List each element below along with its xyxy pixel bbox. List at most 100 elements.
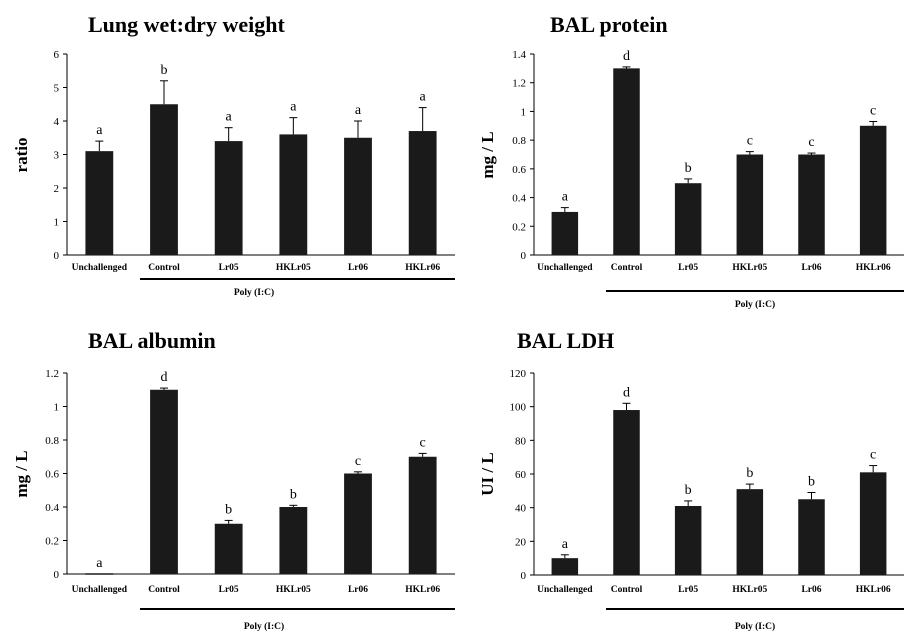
significance-letter: d [623, 49, 630, 64]
significance-letter: c [808, 135, 814, 150]
category-label: HKLr06 [856, 263, 891, 273]
category-label: HKLr06 [856, 585, 891, 595]
category-label: HKLr05 [276, 263, 311, 273]
category-label: Lr05 [219, 585, 239, 595]
y-tick-label: 40 [515, 503, 527, 515]
category-label: Lr05 [219, 263, 239, 273]
chart-panel-4: BAL LDH UI / L 0 20 40 60 80 100 120 a Unchallenge… [478, 328, 904, 632]
bar-lr06 [798, 499, 825, 575]
y-tick-label: 1 [54, 217, 60, 229]
bar-hklr06 [408, 131, 437, 255]
category-label: Control [148, 263, 180, 273]
group-label: Poly (I:C) [735, 299, 775, 310]
chart-title: BAL LDH [517, 328, 614, 353]
y-tick-label: 6 [54, 49, 60, 61]
significance-letter: b [808, 475, 815, 490]
significance-letter: a [562, 190, 569, 205]
bar-hklr06 [859, 125, 887, 256]
category-label: Unchallenged [537, 585, 593, 595]
y-tick-label: 100 [510, 402, 527, 414]
y-axis-label: UI / L [478, 452, 497, 495]
bar-lr05 [214, 523, 243, 574]
bar-lr05 [214, 141, 243, 255]
chart-panel-1: Lung wet:dry weight ratio 0 1 2 3 4 5 6 a Unchalle… [12, 12, 455, 298]
y-tick-label: 0 [54, 250, 60, 262]
category-label: HKLr06 [405, 585, 440, 595]
y-tick-label: 4 [54, 116, 60, 128]
category-label: HKLr05 [732, 263, 767, 273]
significance-letter: a [226, 110, 233, 125]
significance-letter: b [746, 466, 753, 481]
y-axis-label: mg / L [478, 131, 497, 178]
significance-letter: b [685, 161, 692, 176]
bar-hklr06 [408, 456, 437, 574]
significance-letter: c [355, 454, 361, 469]
y-tick-label: 0.6 [45, 469, 59, 481]
significance-letter: a [290, 100, 297, 115]
category-label: Unchallenged [72, 263, 128, 273]
chart-title: BAL albumin [88, 328, 216, 353]
group-label: Poly (I:C) [735, 621, 775, 632]
category-label: HKLr05 [276, 585, 311, 595]
category-label: Control [148, 585, 180, 595]
category-label: Control [611, 585, 643, 595]
significance-letter: a [96, 123, 103, 138]
y-tick-label: 5 [54, 83, 60, 95]
y-tick-label: 0.2 [512, 221, 526, 233]
bar-lr05 [674, 505, 702, 575]
y-axis-label: ratio [12, 138, 31, 173]
bar-unchallenged [85, 151, 114, 255]
y-tick-label: 1.2 [45, 368, 59, 380]
bar-hklr05 [279, 507, 308, 574]
y-tick-label: 80 [515, 435, 527, 447]
chart-title: BAL protein [550, 12, 668, 37]
bar-control [613, 410, 640, 575]
bar-lr05 [674, 183, 702, 255]
bar-lr06 [798, 154, 825, 255]
chart-panel-2: BAL protein mg / L 0 0.2 0.4 0.6 0.8 1 1.2 1.4 a Un… [478, 12, 904, 310]
category-label: HKLr05 [732, 585, 767, 595]
y-tick-label: 0 [521, 250, 527, 262]
bar-hklr05 [279, 134, 308, 255]
significance-letter: a [562, 537, 569, 552]
significance-letter: c [420, 435, 426, 450]
y-tick-label: 0.4 [45, 502, 59, 514]
bar-hklr06 [859, 472, 887, 575]
y-tick-label: 0.6 [512, 164, 526, 176]
group-label: Poly (I:C) [244, 621, 284, 632]
y-tick-label: 1 [54, 402, 60, 414]
y-tick-label: 1.4 [512, 49, 526, 61]
bar-lr06 [344, 473, 372, 574]
category-label: HKLr06 [405, 263, 440, 273]
y-tick-label: 0.8 [45, 435, 59, 447]
category-label: Lr05 [678, 585, 698, 595]
y-tick-label: 1.2 [512, 78, 526, 90]
significance-letter: c [870, 448, 876, 463]
y-tick-label: 60 [515, 469, 527, 481]
category-label: Unchallenged [72, 585, 128, 595]
bar-unchallenged [551, 558, 579, 575]
bar-lr06 [344, 137, 372, 255]
bar-control [150, 389, 178, 574]
significance-letter: d [623, 385, 630, 400]
category-label: Control [611, 263, 643, 273]
category-label: Lr05 [678, 263, 698, 273]
y-tick-label: 0.4 [512, 193, 526, 205]
significance-letter: d [161, 370, 168, 385]
group-label: Poly (I:C) [234, 287, 274, 298]
significance-letter: a [355, 103, 362, 118]
y-tick-label: 2 [54, 183, 60, 195]
y-tick-label: 20 [515, 536, 527, 548]
category-label: Lr06 [801, 263, 821, 273]
significance-letter: b [161, 63, 168, 78]
significance-letter: a [96, 556, 103, 571]
significance-letter: b [685, 483, 692, 498]
significance-letter: a [420, 90, 427, 105]
significance-letter: c [747, 134, 753, 149]
y-tick-label: 0 [521, 570, 527, 582]
category-label: Lr06 [348, 585, 368, 595]
y-tick-label: 3 [54, 150, 60, 162]
y-tick-label: 0.2 [45, 536, 59, 548]
category-label: Lr06 [348, 263, 368, 273]
